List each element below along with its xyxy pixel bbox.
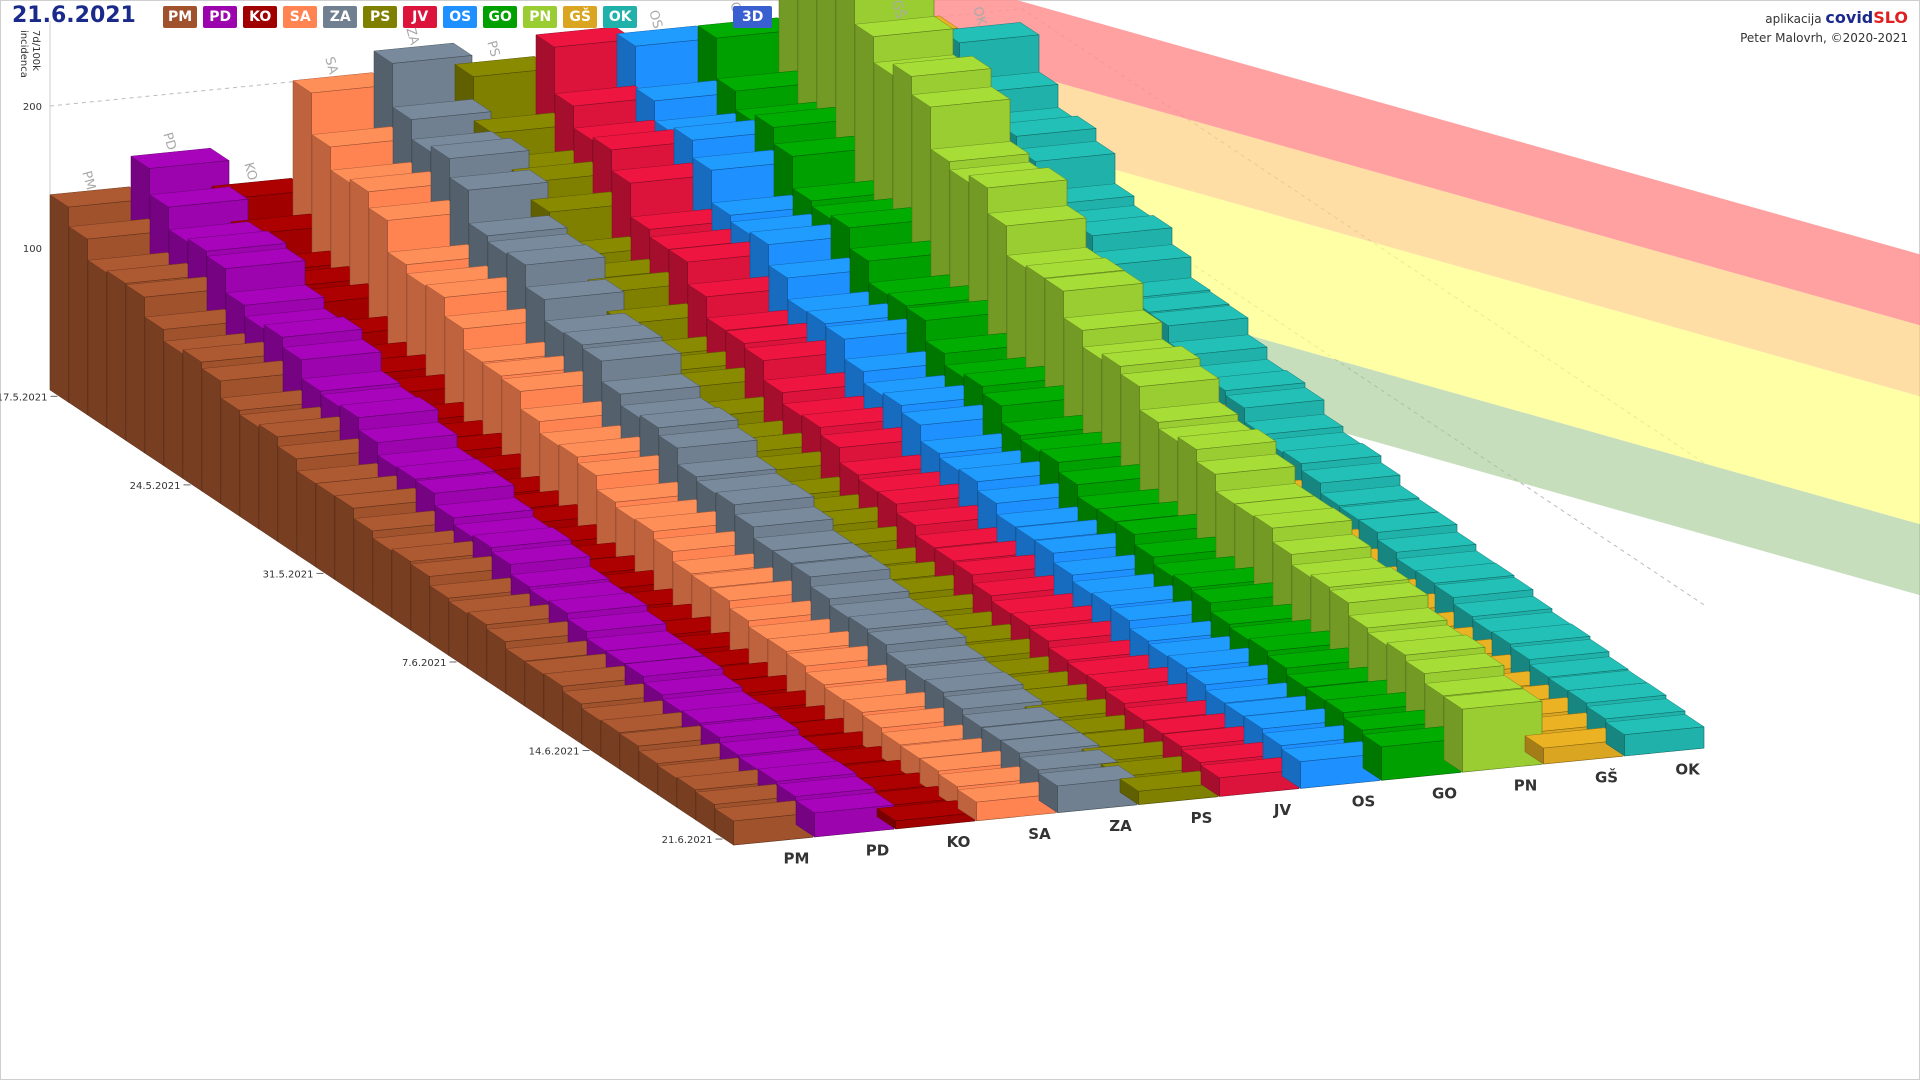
toggle-3d-button[interactable]: 3D (733, 6, 773, 28)
legend-item-gš[interactable]: GŠ (563, 6, 598, 28)
series-label-front: PM (784, 849, 810, 867)
date-tick-label: 7.6.2021 (402, 658, 447, 669)
y-axis-label: 7d/100k (30, 30, 41, 71)
series-label-front: PD (866, 841, 889, 859)
bar-pd[interactable] (795, 792, 895, 838)
series-label-back: PS (483, 39, 502, 58)
author-credit: Peter Malovrh, ©2020-2021 (1740, 31, 1908, 45)
date-tick-label: 17.5.2021 (0, 392, 48, 403)
legend-item-sa[interactable]: SA (283, 6, 318, 28)
page-title: 21.6.2021 (12, 3, 136, 28)
series-label-front: OK (1675, 760, 1701, 778)
series-label-front: GŠ (1595, 767, 1618, 786)
series-label-front: JV (1273, 801, 1292, 819)
series-label-front: OS (1352, 793, 1376, 811)
date-tick-label: 21.6.2021 (662, 835, 713, 846)
app-word: aplikacija (1765, 12, 1822, 26)
series-label-back: OS (645, 9, 664, 31)
legend-item-za[interactable]: ZA (323, 6, 358, 28)
threshold-band (892, 36, 1920, 397)
series-label-back: PD (159, 131, 178, 152)
region-legend: PM PD KO SA ZA PS JV OS GO PN GŠ OK (163, 6, 638, 28)
legend-item-go[interactable]: GO (483, 6, 518, 28)
series-label-back: GŠ (888, 0, 908, 20)
bar-jv[interactable] (1200, 757, 1300, 797)
series-label-front: SA (1028, 825, 1051, 843)
y-axis-label-2: incidenca (18, 30, 29, 78)
date-tick-label: 24.5.2021 (130, 481, 181, 492)
brand-slo[interactable]: SLO (1873, 8, 1908, 27)
series-label-back: ZA (402, 26, 421, 47)
series-label-front: KO (947, 833, 971, 851)
bar-gš[interactable] (1524, 727, 1624, 765)
bars (49, 0, 1705, 846)
series-label-front: GO (1432, 785, 1457, 803)
legend-item-pd[interactable]: PD (203, 6, 238, 28)
legend-item-ps[interactable]: PS (363, 6, 398, 28)
y-tick-label: 100 (23, 244, 42, 255)
series-label-back: KO (240, 161, 259, 182)
bar-za[interactable] (1038, 765, 1138, 814)
bar-ok[interactable] (1605, 714, 1705, 757)
legend-item-pn[interactable]: PN (523, 6, 558, 28)
threshold-band (892, 107, 1920, 525)
credits: aplikacija covidSLO Peter Malovrh, ©2020… (1740, 8, 1908, 48)
bar-go[interactable] (1362, 726, 1462, 781)
date-tick-label: 31.5.2021 (263, 569, 314, 580)
bar-pn[interactable] (1443, 688, 1543, 773)
date-tick-label: 14.6.2021 (529, 747, 580, 758)
legend-item-ko[interactable]: KO (243, 6, 278, 28)
series-label-front: ZA (1109, 817, 1132, 835)
bar-ps[interactable] (1119, 770, 1219, 806)
series-label-front: PS (1191, 809, 1213, 827)
threshold-band (892, 0, 1920, 326)
legend-item-os[interactable]: OS (443, 6, 478, 28)
legend-item-pm[interactable]: PM (163, 6, 198, 28)
brand-covid[interactable]: covid (1825, 8, 1874, 27)
legend-item-jv[interactable]: JV (403, 6, 438, 28)
series-label-front: PN (1514, 776, 1538, 794)
series-label-back: PM (78, 169, 97, 191)
bar-pm[interactable] (714, 800, 814, 846)
y-tick-label: 200 (23, 102, 42, 113)
series-label-back: SA (321, 55, 340, 76)
series-label-back: OK (969, 5, 988, 27)
legend-item-ok[interactable]: OK (603, 6, 638, 28)
